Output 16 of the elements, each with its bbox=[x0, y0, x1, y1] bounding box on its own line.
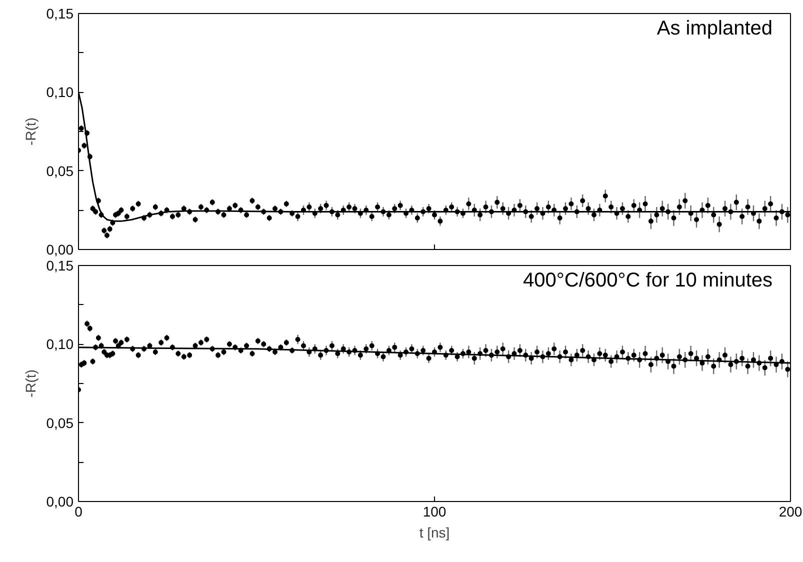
y-tick-label: 0,15 bbox=[46, 258, 74, 274]
x-tick-label: 100 bbox=[422, 504, 446, 520]
x-axis-title: t [ns] bbox=[419, 524, 450, 540]
x-tick-label: 200 bbox=[778, 504, 802, 520]
y-tick-label: 0,00 bbox=[46, 242, 74, 258]
y-tick-label: 0,00 bbox=[46, 494, 74, 510]
annotation: 400°C/600°C for 10 minutes bbox=[523, 270, 773, 292]
x-tick-label: 0 bbox=[74, 504, 83, 520]
y-tick-label: 0,05 bbox=[46, 162, 74, 179]
y-tick-label: 0,15 bbox=[46, 6, 74, 22]
y-tick-label: 0,05 bbox=[46, 414, 74, 431]
y-tick-label: 0,10 bbox=[46, 84, 74, 100]
annotation: As implanted bbox=[656, 18, 773, 40]
y-axis-title: -R(t) bbox=[22, 117, 38, 146]
y-tick-label: 0,10 bbox=[46, 336, 74, 352]
y-axis-title: -R(t) bbox=[22, 369, 38, 398]
